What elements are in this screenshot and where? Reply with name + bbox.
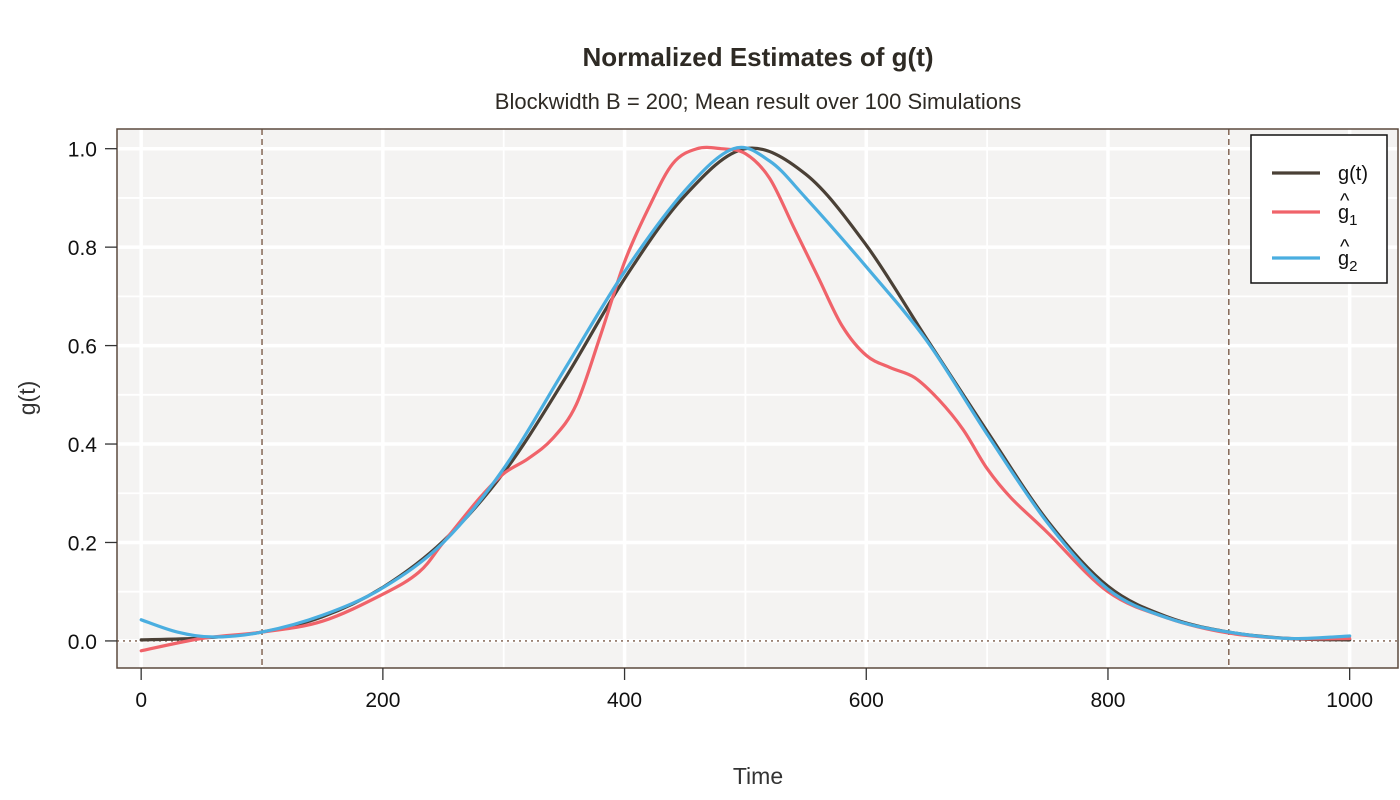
chart-title: Normalized Estimates of g(t) xyxy=(582,42,933,72)
y-tick-label: 0.2 xyxy=(68,532,97,555)
y-axis-label: g(t) xyxy=(14,381,40,416)
legend: g(t)g1^g2^ xyxy=(1250,134,1388,284)
y-tick-label: 0.4 xyxy=(68,434,98,457)
series-lines xyxy=(139,145,1352,653)
x-axis: 0 200 400 600 800 1000 xyxy=(135,668,1373,712)
legend-hat: ^ xyxy=(1340,236,1350,258)
legend-hat: ^ xyxy=(1340,190,1350,212)
series-line-3 xyxy=(139,145,1352,641)
y-axis: 0.0 0.2 0.4 0.6 0.8 1.0 xyxy=(68,139,117,654)
x-tick-label: 0 xyxy=(135,689,147,712)
x-tick-label: 200 xyxy=(365,689,400,712)
y-tick-label: 0.0 xyxy=(68,631,97,654)
x-tick-label: 400 xyxy=(607,689,642,712)
legend-label: g(t) xyxy=(1338,163,1368,185)
y-tick-label: 0.8 xyxy=(68,237,97,260)
plot-frame xyxy=(116,128,1399,669)
x-tick-label: 1000 xyxy=(1326,689,1373,712)
chart-subtitle: Blockwidth B = 200; Mean result over 100… xyxy=(495,89,1021,114)
y-tick-label: 1.0 xyxy=(68,139,97,162)
x-tick-label: 600 xyxy=(849,689,884,712)
x-axis-label: Time xyxy=(733,763,783,789)
x-tick-label: 800 xyxy=(1090,689,1125,712)
plot-panel xyxy=(117,129,1398,668)
legend-box xyxy=(1250,134,1388,284)
y-tick-label: 0.6 xyxy=(68,336,97,359)
